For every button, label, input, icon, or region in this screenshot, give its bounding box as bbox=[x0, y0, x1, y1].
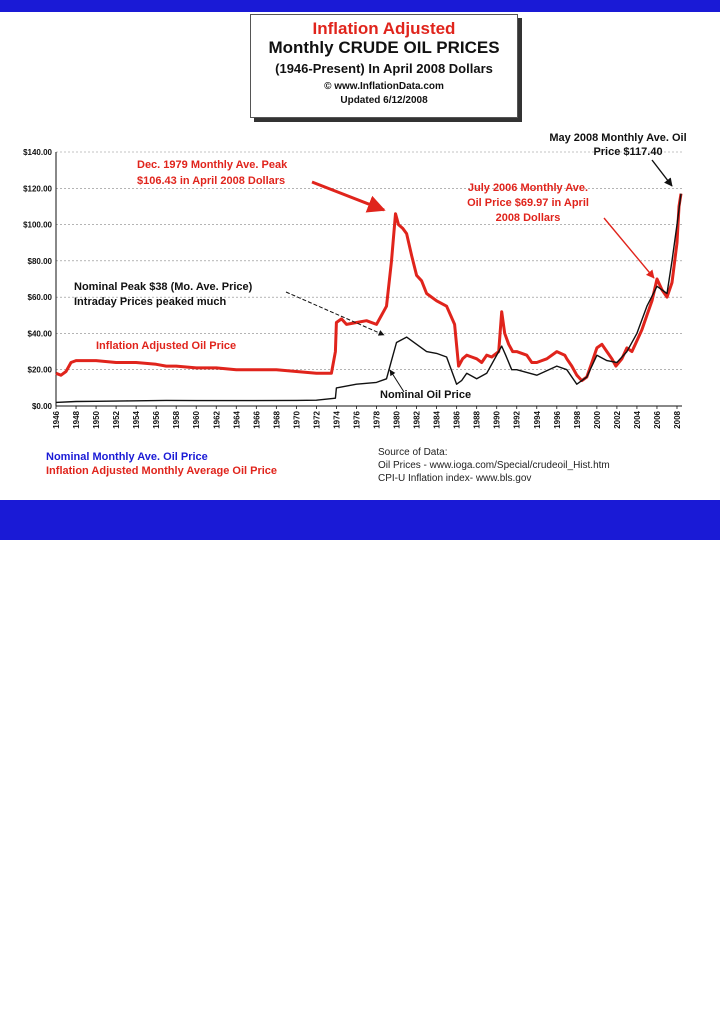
x-tick-label: 2006 bbox=[653, 410, 662, 428]
x-tick-label: 1972 bbox=[312, 410, 321, 428]
series-nominal-line bbox=[55, 193, 682, 404]
x-tick-label: 1998 bbox=[573, 410, 582, 428]
annotation-july-2006-line-1: July 2006 Monthly Ave. bbox=[468, 182, 588, 194]
y-tick-label: $100.00 bbox=[23, 221, 52, 230]
annotation-may-2008-line-1: May 2008 Monthly Ave. Oil bbox=[549, 132, 686, 144]
x-tick-label: 1946 bbox=[52, 410, 61, 428]
x-tick-label: 1962 bbox=[212, 410, 221, 428]
bottom-frame-bar: 5 bbox=[0, 500, 720, 1030]
x-tick-label: 1990 bbox=[493, 410, 502, 428]
annotation-adjusted-label: Inflation Adjusted Oil Price bbox=[96, 340, 236, 352]
annotation-peak-1979-line-2: $106.43 in April 2008 Dollars bbox=[137, 175, 285, 187]
title-copyright: © www.InflationData.com bbox=[324, 81, 444, 92]
series-inflation-adjusted-line bbox=[55, 193, 683, 383]
x-tick-label: 1994 bbox=[533, 410, 542, 428]
x-tick-label: 1978 bbox=[373, 410, 382, 428]
x-tick-label: 1982 bbox=[413, 410, 422, 428]
y-tick-label: $80.00 bbox=[28, 257, 53, 266]
x-tick-label: 1952 bbox=[112, 410, 121, 428]
x-tick-label: 1970 bbox=[292, 410, 301, 428]
x-tick-label: 1948 bbox=[72, 410, 81, 428]
annotation-arrows bbox=[285, 159, 673, 393]
arrow-may-2008 bbox=[651, 159, 673, 187]
y-tick-label: $20.00 bbox=[28, 366, 53, 375]
title-updated: Updated 6/12/2008 bbox=[340, 95, 428, 106]
x-tick-label: 1950 bbox=[92, 410, 101, 428]
annotation-nominal-peak-line-1: Nominal Peak $38 (Mo. Ave. Price) bbox=[74, 281, 253, 293]
x-tick-label: 2000 bbox=[593, 410, 602, 428]
x-tick-label: 1992 bbox=[513, 410, 522, 428]
y-tick-label: $0.00 bbox=[32, 402, 53, 411]
y-tick-label: $40.00 bbox=[28, 329, 53, 338]
source-oil-prices: Oil Prices - www.ioga.com/Special/crudeo… bbox=[378, 460, 610, 471]
x-tick-label: 2008 bbox=[673, 410, 682, 428]
axes: $0.00 $20.00 $40.00 $60.00 $80.00 $100.00 $120… bbox=[23, 148, 682, 429]
annotation-may-2008-line-2: Price $117.40 bbox=[593, 146, 662, 158]
slide-number: 5 bbox=[648, 1016, 654, 1030]
arrow-nominal-label bbox=[389, 369, 405, 393]
x-tick-label: 1976 bbox=[352, 410, 361, 428]
annotation-nominal-label: Nominal Oil Price bbox=[380, 389, 471, 401]
y-tick-label: $120.00 bbox=[23, 184, 52, 193]
grid-lines bbox=[56, 151, 682, 371]
title-line-3: (1946-Present) In April 2008 Dollars bbox=[275, 61, 493, 76]
x-tick-label: 1954 bbox=[132, 410, 141, 428]
annotation-july-2006-line-2: Oil Price $69.97 in April bbox=[467, 197, 589, 209]
x-tick-label: 2004 bbox=[633, 410, 642, 428]
x-tick-label: 1986 bbox=[453, 410, 462, 428]
x-tick-label: 2002 bbox=[613, 410, 622, 428]
y-tick-label: $140.00 bbox=[23, 148, 52, 157]
legend-nominal: Nominal Monthly Ave. Oil Price bbox=[46, 451, 208, 463]
x-tick-label: 1956 bbox=[152, 410, 161, 428]
title-line-1: Inflation Adjusted bbox=[312, 19, 456, 38]
x-tick-label: 1988 bbox=[473, 410, 482, 428]
arrow-july-2006 bbox=[603, 217, 655, 279]
x-tick-label: 1980 bbox=[393, 410, 402, 428]
legend-adjusted: Inflation Adjusted Monthly Average Oil P… bbox=[46, 465, 278, 477]
annotation-nominal-peak-line-2: Intraday Prices peaked much bbox=[74, 296, 227, 308]
annotation-peak-1979-line-1: Dec. 1979 Monthly Ave. Peak bbox=[137, 159, 288, 171]
source-cpi: CPI-U Inflation index- www.bls.gov bbox=[378, 473, 532, 484]
oil-price-chart: $0.00 $20.00 $40.00 $60.00 $80.00 $100.00 $120… bbox=[23, 132, 687, 429]
x-tick-label: 1960 bbox=[192, 410, 201, 428]
x-tick-label: 1968 bbox=[272, 410, 281, 428]
x-tick-label: 1984 bbox=[433, 410, 442, 428]
x-tick-label: 1958 bbox=[172, 410, 181, 428]
x-tick-label: 1974 bbox=[332, 410, 341, 428]
arrow-peak-1979 bbox=[311, 180, 386, 213]
title-line-2: Monthly CRUDE OIL PRICES bbox=[268, 38, 500, 57]
chart-title-box: Inflation Adjusted Monthly CRUDE OIL PRI… bbox=[250, 14, 518, 118]
top-frame-bar bbox=[0, 0, 720, 12]
x-tick-label: 1996 bbox=[553, 410, 562, 428]
annotation-july-2006-line-3: 2008 Dollars bbox=[496, 212, 561, 224]
source-heading: Source of Data: bbox=[378, 447, 448, 458]
series-lines bbox=[55, 193, 683, 404]
x-tick-label: 1966 bbox=[252, 410, 261, 428]
y-tick-label: $60.00 bbox=[28, 293, 53, 302]
x-tick-label: 1964 bbox=[232, 410, 241, 428]
